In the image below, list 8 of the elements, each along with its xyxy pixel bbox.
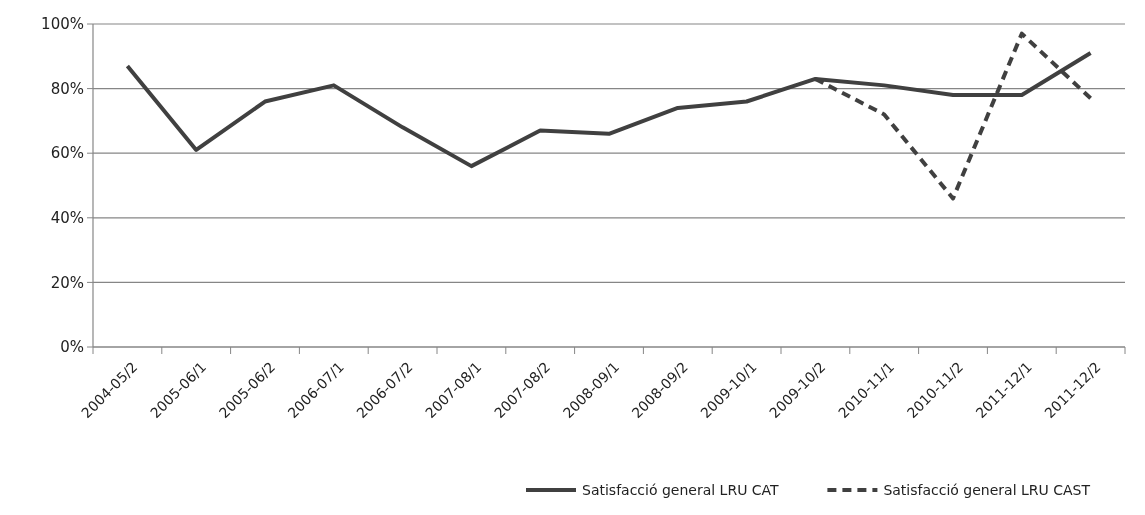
y-tick-label: 60% bbox=[50, 144, 84, 163]
legend-label: Satisfacció general LRU CAST bbox=[883, 482, 1091, 498]
y-tick-label: 20% bbox=[50, 273, 84, 292]
y-tick-label: 0% bbox=[60, 338, 84, 357]
y-tick-label: 40% bbox=[50, 209, 84, 228]
legend-label: Satisfacció general LRU CAT bbox=[582, 482, 780, 498]
y-tick-label: 80% bbox=[50, 79, 84, 98]
y-tick-label: 100% bbox=[41, 15, 84, 34]
